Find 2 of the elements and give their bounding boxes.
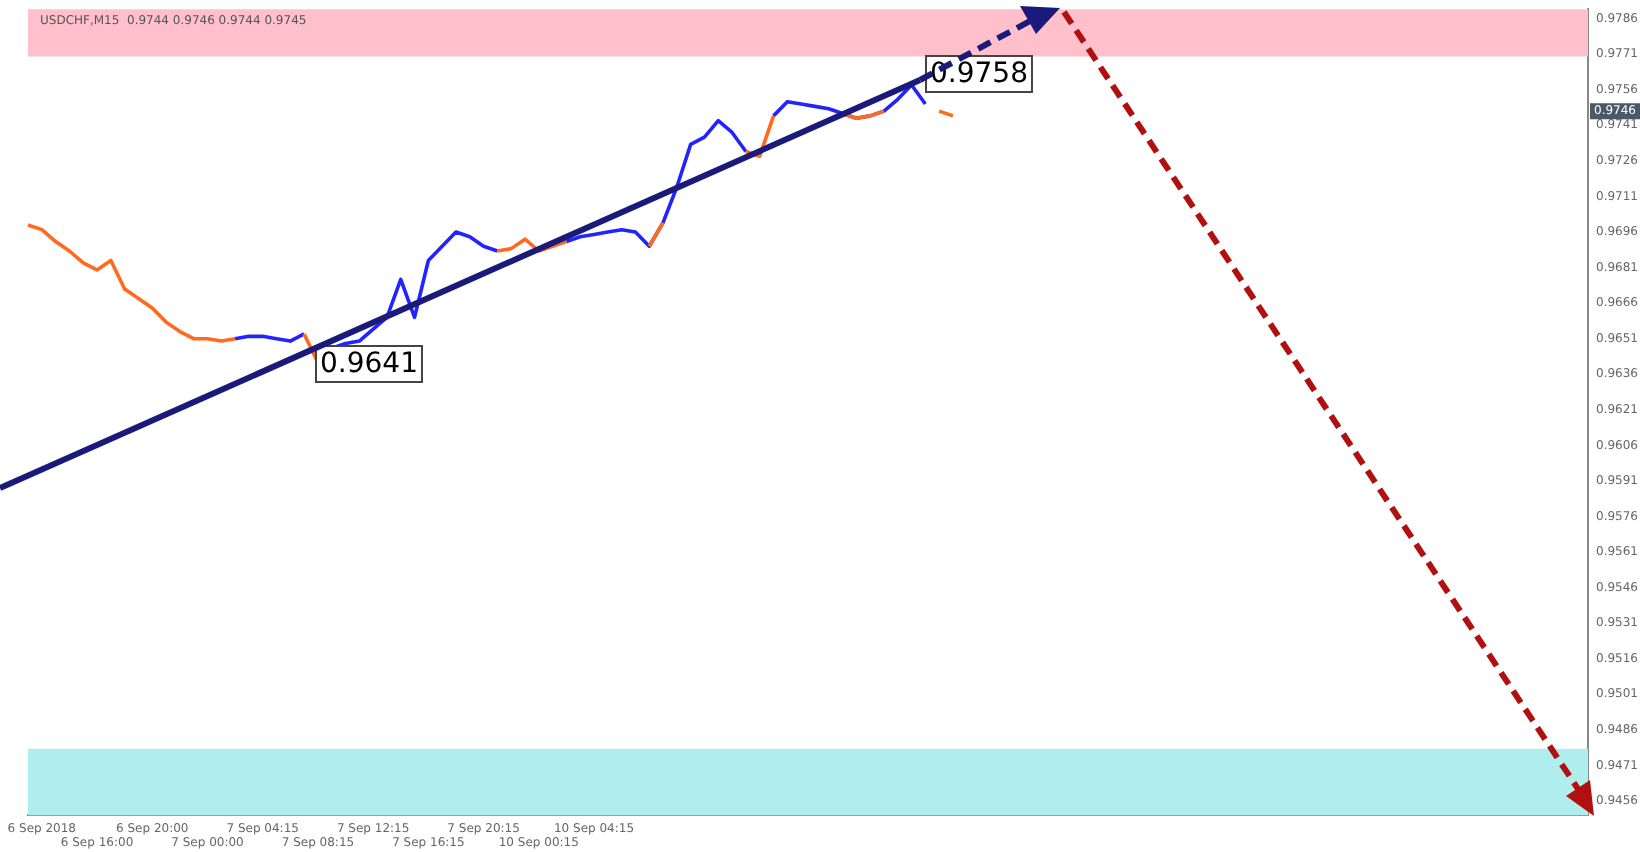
annotation: 0.9641 bbox=[320, 348, 418, 381]
annotation: 0.9758 bbox=[930, 58, 1028, 91]
